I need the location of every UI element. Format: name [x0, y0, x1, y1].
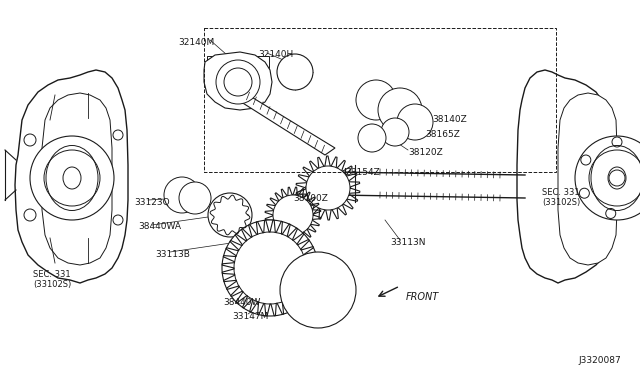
Text: 33147M: 33147M	[232, 312, 268, 321]
Bar	[204, 28, 556, 172]
Circle shape	[356, 80, 396, 120]
Text: 38440WA: 38440WA	[138, 222, 181, 231]
Circle shape	[216, 60, 260, 104]
Text: 33123Q: 33123Q	[134, 198, 170, 207]
Polygon shape	[42, 93, 112, 265]
Circle shape	[234, 232, 306, 304]
Polygon shape	[517, 70, 617, 283]
Text: 38100Z: 38100Z	[293, 194, 328, 203]
Text: 32140M: 32140M	[178, 38, 214, 47]
Polygon shape	[238, 93, 335, 155]
Text: 38154Z: 38154Z	[345, 168, 380, 177]
Text: 33113B: 33113B	[155, 250, 190, 259]
Circle shape	[208, 193, 252, 237]
Circle shape	[277, 54, 313, 90]
Circle shape	[273, 195, 313, 235]
Text: FRONT: FRONT	[406, 292, 439, 302]
Text: SEC. 331
(33102S): SEC. 331 (33102S)	[542, 188, 580, 208]
Text: 32140H: 32140H	[258, 50, 293, 59]
Text: 38440W: 38440W	[223, 298, 260, 307]
Circle shape	[397, 104, 433, 140]
Text: 38140Z: 38140Z	[432, 115, 467, 124]
Text: 38120Z: 38120Z	[408, 148, 443, 157]
Circle shape	[164, 177, 200, 213]
Circle shape	[30, 136, 114, 220]
Text: SEC. 331
(33102S): SEC. 331 (33102S)	[33, 270, 71, 289]
Circle shape	[358, 124, 386, 152]
Polygon shape	[204, 52, 272, 110]
Circle shape	[306, 166, 350, 210]
Text: J3320087: J3320087	[578, 356, 621, 365]
Circle shape	[378, 88, 422, 132]
Text: 33113N: 33113N	[390, 238, 426, 247]
Circle shape	[44, 150, 100, 206]
Polygon shape	[15, 70, 128, 283]
Circle shape	[224, 68, 252, 96]
Text: 38165Z: 38165Z	[425, 130, 460, 139]
Circle shape	[222, 220, 318, 316]
Polygon shape	[558, 93, 617, 265]
Bar	[207, 56, 269, 68]
Circle shape	[575, 136, 640, 220]
Circle shape	[179, 182, 211, 214]
Circle shape	[381, 118, 409, 146]
Circle shape	[280, 252, 356, 328]
Circle shape	[589, 150, 640, 206]
